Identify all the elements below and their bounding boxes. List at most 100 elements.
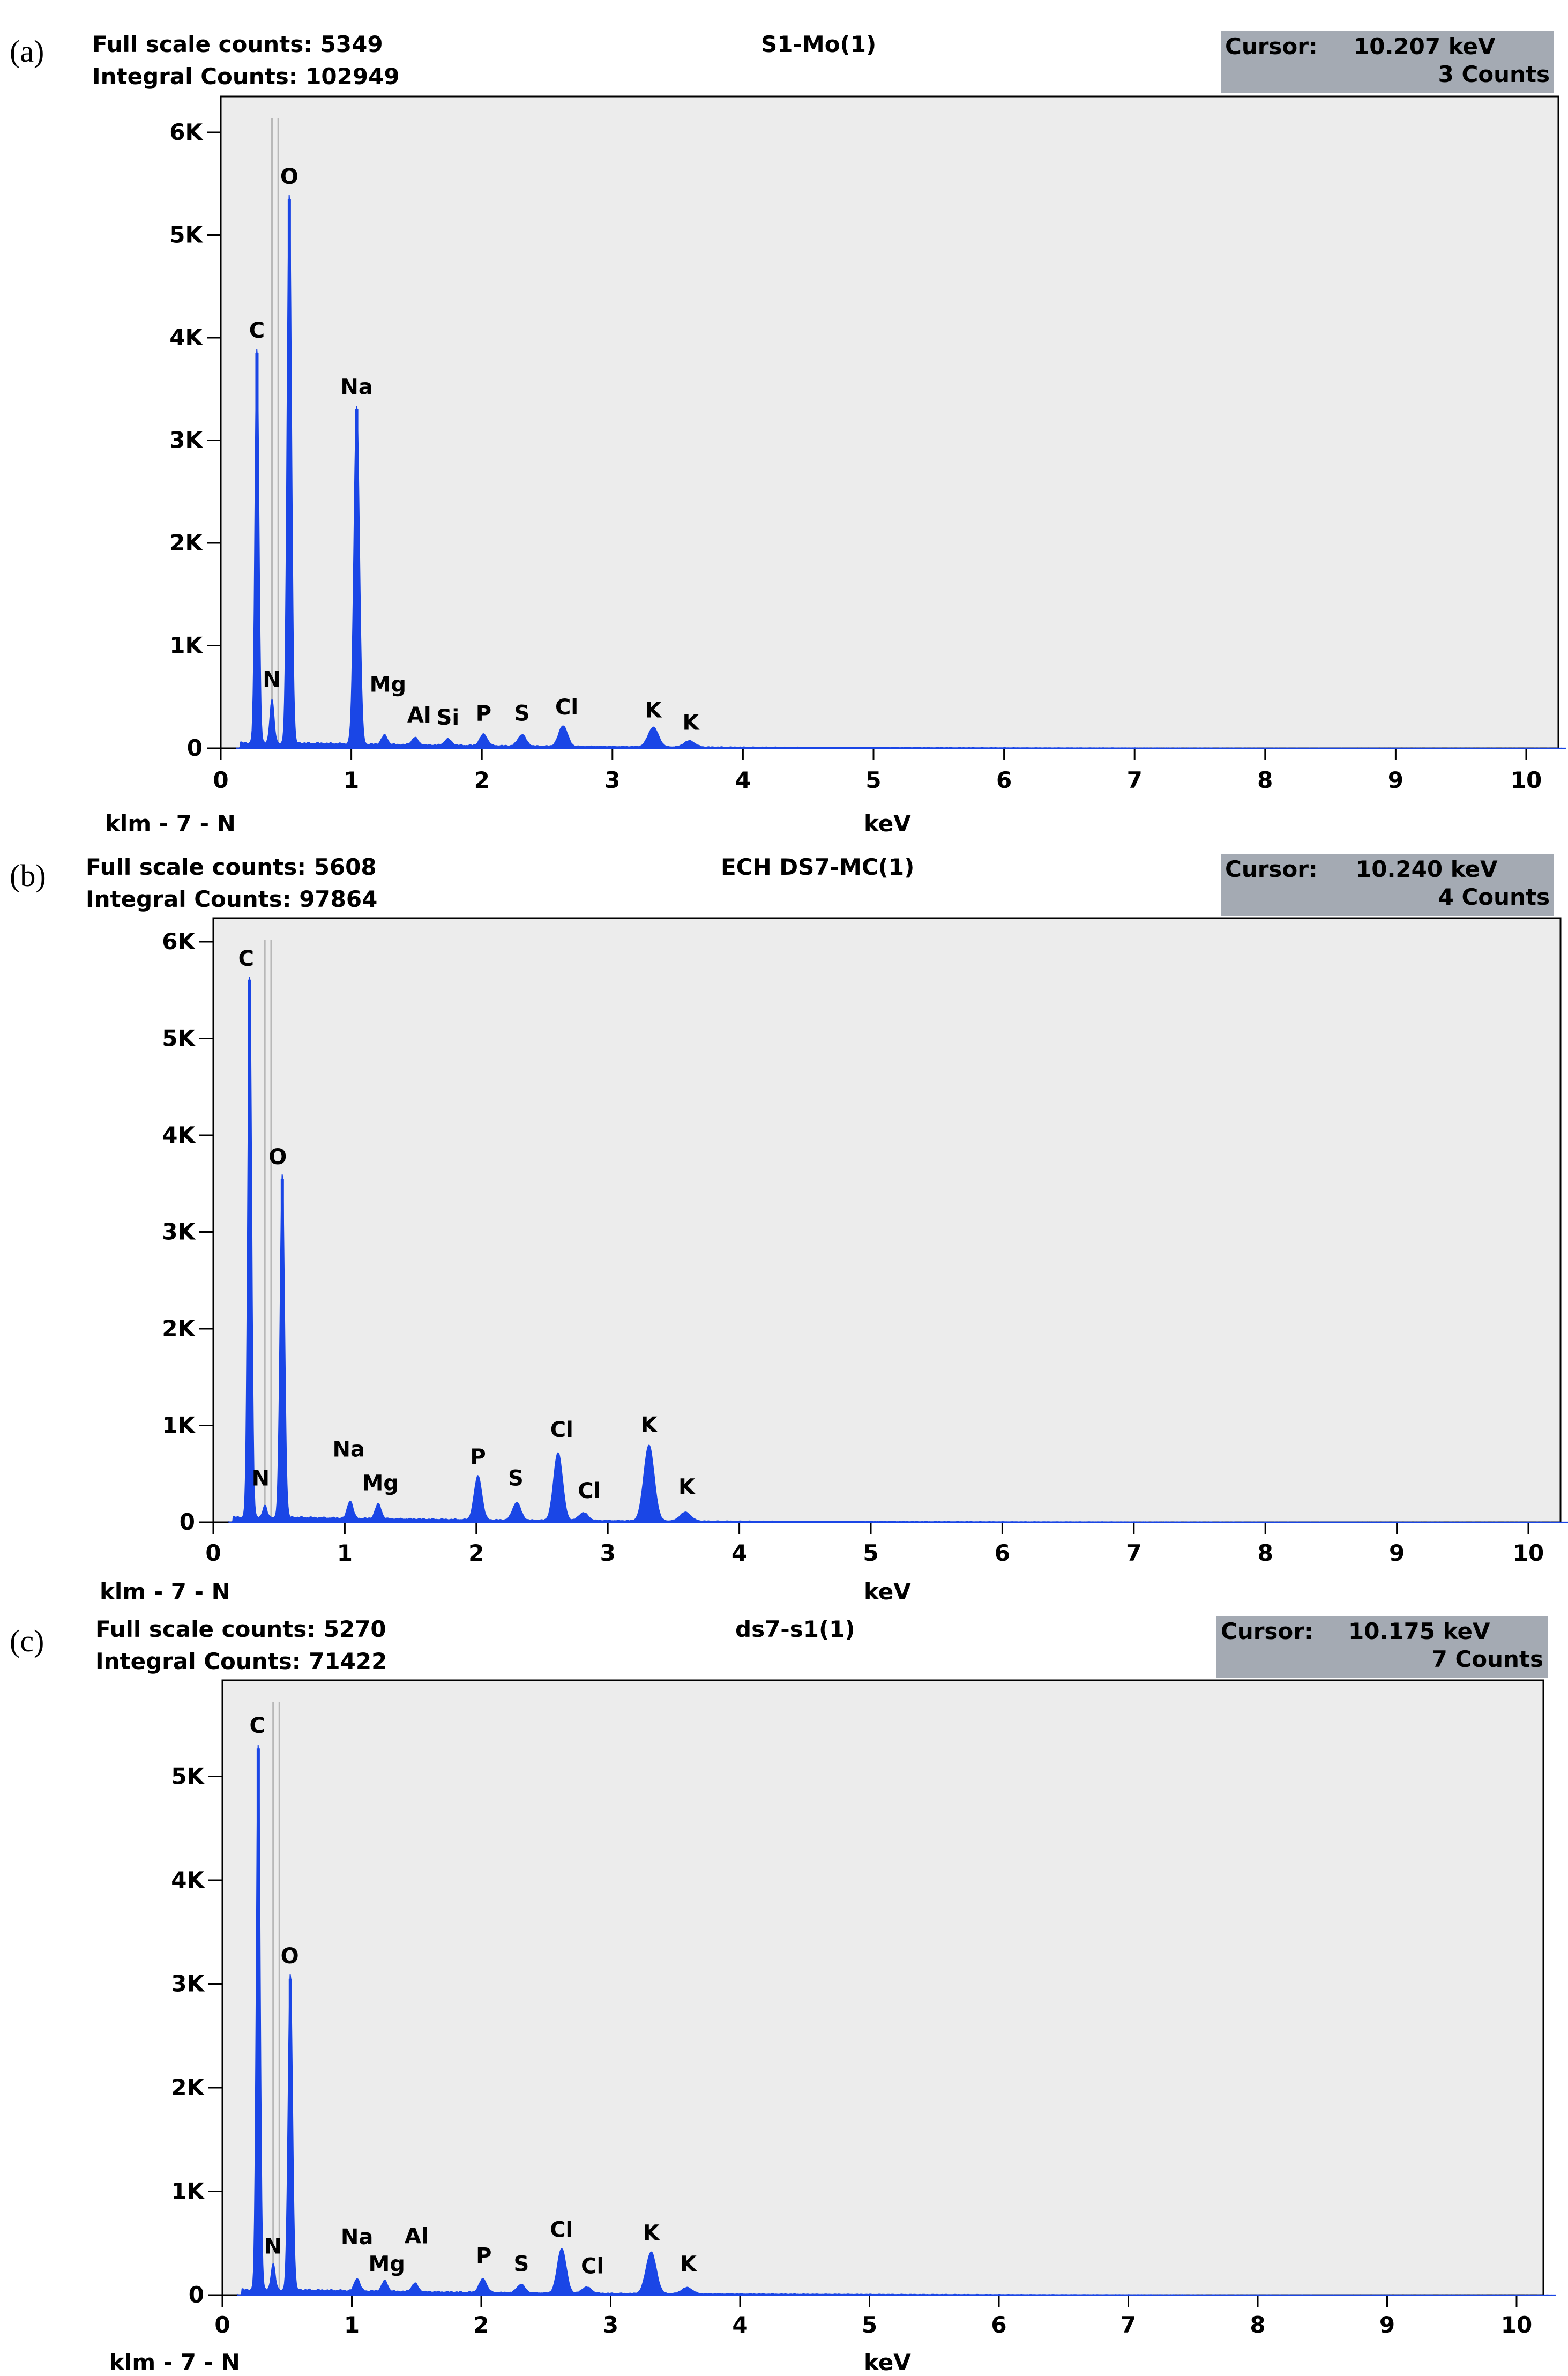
x-tick-label: 4 <box>731 1540 747 1566</box>
x-tick-label: 6 <box>991 2312 1006 2338</box>
x-tick-label: 7 <box>1127 767 1143 793</box>
y-tick-label: 3K <box>169 427 203 453</box>
panel-label: (b) <box>10 858 46 893</box>
x-tick-label: 9 <box>1389 1540 1405 1566</box>
x-tick-label: 8 <box>1257 767 1273 793</box>
cursor-energy: 10.240 keV <box>1356 856 1498 882</box>
x-tick-label: 10 <box>1511 767 1542 793</box>
spectrum-series <box>236 195 1566 749</box>
y-tick-label: 2K <box>169 530 203 556</box>
y-tick-label: 5K <box>169 222 203 248</box>
x-tick-label: 10 <box>1513 1540 1544 1566</box>
full-scale-counts: Full scale counts: 5608 <box>86 854 377 880</box>
spectrum-title: ECH DS7-MC(1) <box>721 854 915 880</box>
peak-label-O: O <box>281 1944 299 1969</box>
peak-label-P: P <box>470 1445 486 1470</box>
cursor-label: Cursor: <box>1225 856 1318 882</box>
peak-label-Na: Na <box>341 2225 373 2250</box>
x-tick-label: 6 <box>995 1540 1010 1566</box>
peak-label-C: C <box>238 947 254 971</box>
x-tick-label: 9 <box>1388 767 1403 793</box>
peak-label-O: O <box>268 1145 287 1170</box>
file-label: klm - 7 - N <box>109 2349 240 2375</box>
x-tick-label: 7 <box>1121 2312 1136 2338</box>
y-tick-label: 4K <box>169 324 203 351</box>
x-tick-label: 2 <box>474 767 490 793</box>
y-tick-label: 4K <box>162 1122 196 1148</box>
spectrum-title: S1-Mo(1) <box>761 31 877 57</box>
file-label: klm - 7 - N <box>100 1578 230 1605</box>
cursor-readout: Cursor: 10.175 keV 7 Counts <box>1216 1616 1548 1678</box>
peak-label-S: S <box>514 701 530 726</box>
peak-label-N: N <box>263 667 280 692</box>
peak-label-S: S <box>513 2252 529 2276</box>
peak-label-Cl: Cl <box>578 1479 601 1503</box>
x-tick-label: 5 <box>863 1540 878 1566</box>
x-tick-label: 5 <box>862 2312 877 2338</box>
peak-label-Cl: Cl <box>581 2254 604 2278</box>
peak-label-P: P <box>476 701 491 726</box>
x-axis-unit: keV <box>864 810 911 837</box>
peak-label-N: N <box>264 2235 281 2259</box>
x-axis-unit: keV <box>864 1578 911 1605</box>
integral-counts: Integral Counts: 97864 <box>86 886 378 912</box>
x-tick-label: 2 <box>468 1540 484 1566</box>
cursor-counts: 7 Counts <box>1431 1646 1543 1672</box>
x-tick-label: 2 <box>473 2312 489 2338</box>
spectrum-title: ds7-s1(1) <box>735 1616 855 1642</box>
x-tick-label: 8 <box>1258 1540 1273 1566</box>
cursor-counts: 4 Counts <box>1438 884 1550 910</box>
file-label: klm - 7 - N <box>105 810 236 837</box>
panel-label: (a) <box>10 34 44 69</box>
peak-label-Na: Na <box>340 375 372 399</box>
y-tick-label: 2K <box>162 1315 196 1342</box>
spectrum-panel-1: 0 1K 2K 3K 4K 5K 6K 0 1 2 3 4 5 6 7 8 9 10 C O Na N Mg PS Cl Cl K K <box>162 917 1568 1566</box>
peak-label-Na: Na <box>333 1437 365 1462</box>
plot-area <box>212 917 1562 1523</box>
y-tick-label: 2K <box>171 2074 205 2101</box>
y-tick-label: 5K <box>171 1763 205 1790</box>
peak-label-K: K <box>645 698 663 723</box>
y-tick-label: 1K <box>162 1412 196 1439</box>
full-scale-counts: Full scale counts: 5270 <box>95 1616 386 1642</box>
y-tick-label: 0 <box>189 2282 204 2308</box>
x-tick-label: 3 <box>600 1540 616 1566</box>
cursor-energy: 10.175 keV <box>1348 1618 1490 1644</box>
spectrum-series <box>237 1745 1557 2296</box>
peak-label-P: P <box>476 2244 491 2268</box>
full-scale-counts: Full scale counts: 5349 <box>92 31 383 57</box>
peak-label-Al: Al <box>405 2224 429 2248</box>
x-tick-label: 0 <box>213 767 228 793</box>
x-tick-label: 1 <box>344 767 359 793</box>
peak-label-K: K <box>680 2252 698 2276</box>
x-tick-label: 0 <box>205 1540 221 1566</box>
cursor-readout: Cursor: 10.207 keV 3 Counts <box>1221 31 1554 93</box>
x-tick-label: 8 <box>1250 2312 1265 2338</box>
panel-a: (a) Full scale counts: 5349 Integral Cou… <box>0 0 1568 837</box>
x-tick-label: 1 <box>344 2312 360 2338</box>
cursor-counts: 3 Counts <box>1438 61 1550 87</box>
y-tick-label: 3K <box>171 1971 205 1997</box>
x-tick-label: 4 <box>732 2312 748 2338</box>
x-tick-label: 3 <box>603 2312 618 2338</box>
x-tick-label: 4 <box>735 767 751 793</box>
peak-label-Mg: Mg <box>370 673 406 697</box>
integral-counts: Integral Counts: 71422 <box>95 1648 387 1674</box>
y-tick-label: 3K <box>162 1219 196 1245</box>
x-tick-label: 6 <box>996 767 1012 793</box>
peak-label-Cl: Cl <box>550 2218 573 2243</box>
peak-label-Si: Si <box>437 705 460 730</box>
y-tick-label: 0 <box>187 735 203 761</box>
peak-label-S: S <box>508 1466 524 1491</box>
plot-area <box>221 1679 1544 2296</box>
panel-label: (c) <box>10 1623 44 1658</box>
y-tick-label: 6K <box>169 119 203 145</box>
y-tick-label: 5K <box>162 1025 196 1052</box>
cursor-energy: 10.207 keV <box>1354 33 1496 59</box>
x-tick-label: 1 <box>337 1540 353 1566</box>
peak-label-K: K <box>643 2221 661 2245</box>
